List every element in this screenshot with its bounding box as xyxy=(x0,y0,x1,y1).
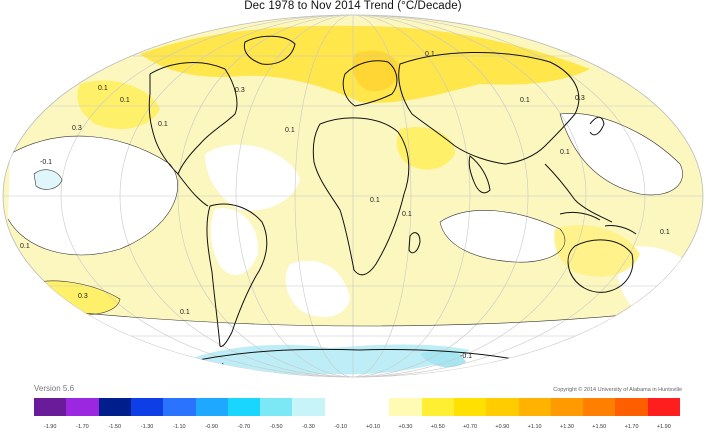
contour-label: 0.1 xyxy=(370,197,380,204)
contour-label: 0.1 xyxy=(20,243,30,250)
legend-tick-label: +0.70 xyxy=(463,424,478,430)
legend-tick-label: -0.70 xyxy=(237,424,251,430)
white-region-east-pacific xyxy=(8,136,178,255)
contour-label: -0.1 xyxy=(40,159,52,166)
legend-color-swatch xyxy=(389,398,423,416)
legend-color-swatch xyxy=(324,398,358,416)
contour-label: 0.3 xyxy=(575,95,585,102)
contour-label-group: 0.1 0.1 0.3 0.1 0.3 0.1 0.1 0.1 0.3 0.1 … xyxy=(20,51,670,370)
contour-lines xyxy=(3,113,703,327)
warm-region-australia xyxy=(554,225,640,277)
legend-color-swatch xyxy=(421,398,455,416)
contour-label: 0.1 xyxy=(660,229,670,236)
legend-tick-label: +1.10 xyxy=(527,424,542,430)
coast-europe xyxy=(342,60,398,107)
legend-tick-label: -1.30 xyxy=(140,424,154,430)
contour-label: 0.3 xyxy=(235,87,245,94)
legend-color-swatch xyxy=(163,398,196,416)
coast-indonesia xyxy=(559,211,637,235)
white-region-south-atlantic xyxy=(285,260,350,318)
contour-label: -0.1 xyxy=(460,353,472,360)
legend-tick-label: -1.90 xyxy=(43,424,57,430)
map-title: Dec 1978 to Nov 2014 Trend (°C/Decade) xyxy=(244,0,462,12)
coast-southeast-asia xyxy=(544,163,613,223)
legend-color-swatch xyxy=(260,398,293,416)
contour-label: 0.1 xyxy=(285,127,295,134)
legend-tick-label: -1.10 xyxy=(173,424,186,430)
legend-color-swatch xyxy=(550,398,584,416)
legend-tick-label: +0.30 xyxy=(398,424,413,430)
contour-label: 0.3 xyxy=(72,125,82,132)
contour-label: 0.1 xyxy=(180,309,190,316)
coast-australia xyxy=(567,239,634,293)
warm-region-europe xyxy=(352,50,400,92)
color-legend-bar xyxy=(34,398,681,416)
contour-label: 0.3 xyxy=(78,293,88,300)
coast-south-america xyxy=(206,203,268,347)
white-region-indian-ocean xyxy=(440,210,565,263)
color-legend-ticks: -1.90 -1.70 -1.50 -1.30 -1.10 -0.90 -0.70 -0.50… xyxy=(34,424,680,434)
legend-color-swatch xyxy=(453,398,487,416)
legend-tick-label: -0.50 xyxy=(269,424,283,430)
legend-tick-label: +1.30 xyxy=(559,424,574,430)
white-region-south-america xyxy=(210,208,259,276)
coast-central-america xyxy=(177,173,209,207)
contour-label: 0.1 xyxy=(215,363,225,370)
coast-north-america xyxy=(148,62,238,175)
legend-tick-label: +1.90 xyxy=(656,424,671,430)
cool-spot-pacific xyxy=(34,169,62,190)
legend-color-swatch xyxy=(647,398,681,416)
legend-tick-label: -0.10 xyxy=(334,424,348,430)
legend-color-swatch xyxy=(486,398,519,416)
trend-map: 0.1 0.1 0.3 0.1 0.3 0.1 0.1 0.1 0.3 0.1 … xyxy=(0,14,706,379)
coast-india xyxy=(468,155,491,194)
warm-region-north-america xyxy=(77,80,160,129)
legend-color-swatch xyxy=(292,398,326,416)
coast-japan xyxy=(589,116,605,136)
contour-label: 0.1 xyxy=(560,149,570,156)
legend-tick-label: -1.70 xyxy=(76,424,89,430)
legend-color-swatch xyxy=(195,398,229,416)
legend-color-swatch xyxy=(583,398,616,416)
contour-label: 0.1 xyxy=(402,211,412,218)
coast-greenland xyxy=(243,35,296,65)
contour-label: 0.1 xyxy=(98,85,108,92)
white-region-atlantic xyxy=(205,144,300,211)
coast-new-zealand xyxy=(645,302,655,318)
coastlines xyxy=(148,35,655,365)
legend-tick-label: +0.10 xyxy=(366,424,381,430)
world-map-svg: 0.1 0.1 0.3 0.1 0.3 0.1 0.1 0.1 0.3 0.1 … xyxy=(2,14,704,378)
copyright-notice: Copyright © 2014 University of Alabama i… xyxy=(553,387,682,393)
warm-region-middle-east xyxy=(396,126,455,170)
legend-color-swatch xyxy=(615,398,649,416)
cool-spot-antarctic-peninsula xyxy=(420,349,466,368)
legend-color-swatch xyxy=(66,398,100,416)
legend-tick-label: +0.90 xyxy=(495,424,510,430)
legend-color-swatch xyxy=(34,398,67,416)
legend-tick-label: -0.90 xyxy=(205,424,218,430)
legend-tick-label: -1.50 xyxy=(108,424,122,430)
coast-africa xyxy=(312,117,410,276)
legend-tick-label: +1.70 xyxy=(624,424,639,430)
legend-color-swatch xyxy=(130,398,164,416)
coast-antarctica xyxy=(179,348,531,365)
white-region-west-pacific xyxy=(560,113,683,195)
legend-tick-label: +0.50 xyxy=(430,424,445,430)
contour-label: 0.1 xyxy=(520,97,530,104)
contour-label: 0.1 xyxy=(120,97,130,104)
legend-color-swatch xyxy=(518,398,552,416)
legend-tick-label: +1.50 xyxy=(592,424,607,430)
version-label: Version 5.6 xyxy=(34,384,75,393)
legend-color-swatch xyxy=(227,398,261,416)
contour-label: 0.1 xyxy=(425,51,435,58)
legend-tick-label: -0.30 xyxy=(302,424,315,430)
legend-color-swatch xyxy=(357,398,390,416)
contour-label: 0.1 xyxy=(158,121,168,128)
coast-asia xyxy=(398,51,580,165)
coast-madagascar xyxy=(408,232,421,254)
legend-color-swatch xyxy=(98,398,132,416)
